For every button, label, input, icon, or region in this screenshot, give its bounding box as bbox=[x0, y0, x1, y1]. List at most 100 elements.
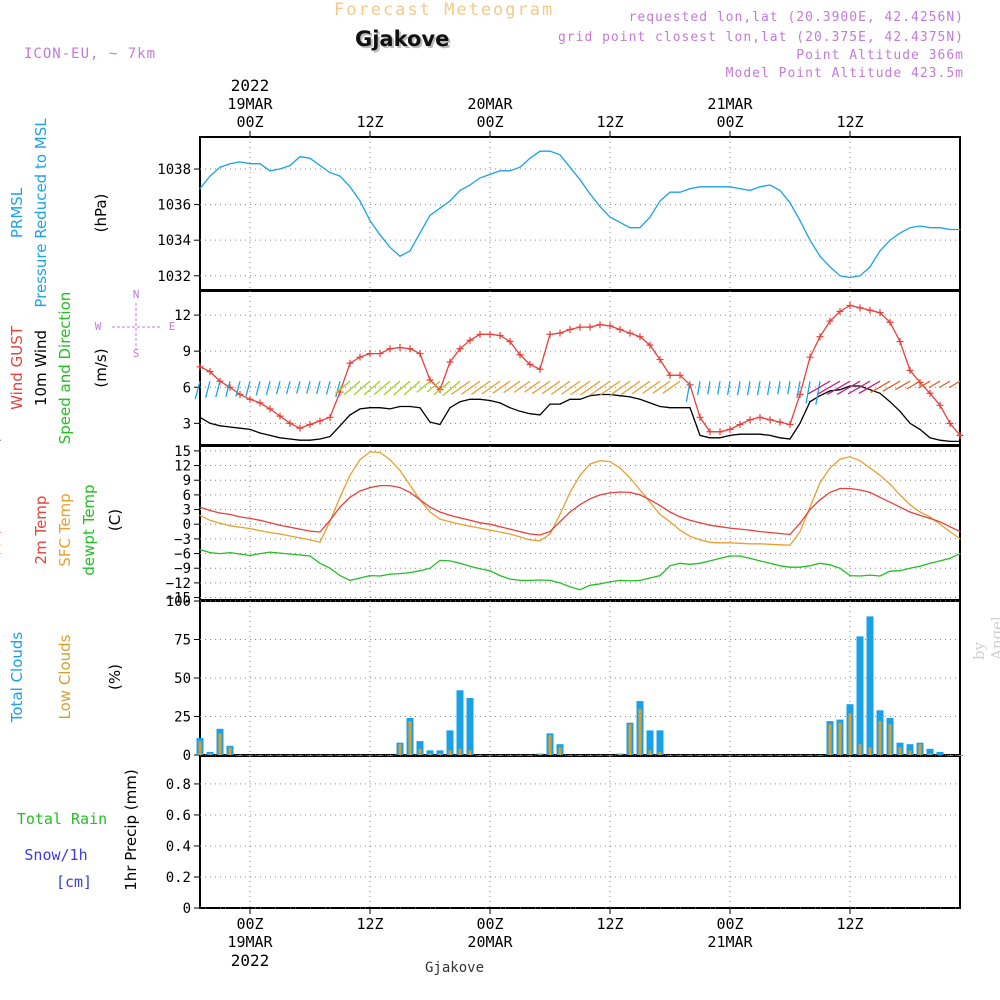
low-clouds-bar bbox=[468, 750, 472, 755]
dewpt-temp-point bbox=[219, 553, 221, 555]
low-clouds-bar bbox=[838, 722, 842, 755]
wind10m-point bbox=[539, 414, 541, 416]
temp-2m-point bbox=[239, 516, 241, 518]
low-clouds-bar bbox=[718, 755, 722, 756]
wind-direction-arrow bbox=[610, 380, 631, 396]
wind-gust-point bbox=[396, 344, 404, 352]
y-tick-label-clouds: 50 bbox=[174, 671, 191, 687]
wind-gust-point bbox=[906, 366, 914, 374]
low-clouds-bar bbox=[498, 755, 502, 756]
bottom-hour-label: 12Z bbox=[596, 915, 623, 933]
low-clouds-bar bbox=[508, 755, 512, 756]
wind-gust-point bbox=[866, 306, 874, 314]
pressure-line bbox=[199, 150, 960, 279]
temp-2m-point bbox=[559, 521, 561, 523]
wind10m-point bbox=[239, 427, 241, 429]
wind-direction-arrow bbox=[807, 380, 831, 395]
y-tick-label-temp: 3 bbox=[183, 503, 191, 519]
bottom-date-label: 20MAR bbox=[467, 933, 513, 951]
wind10m-point bbox=[259, 432, 261, 434]
wind10m-point bbox=[569, 398, 571, 400]
sfc-temp-point bbox=[239, 526, 241, 528]
wind10m-point bbox=[0, 439, 1, 441]
wind-direction-arrow bbox=[550, 380, 571, 395]
wind-gust-point bbox=[936, 401, 944, 409]
dewpt-temp-point bbox=[739, 555, 741, 557]
wind-direction-arrow bbox=[948, 380, 961, 389]
wind-direction-arrow bbox=[383, 380, 401, 396]
dewpt-temp-point bbox=[519, 579, 521, 582]
sfc-temp-point bbox=[249, 528, 251, 530]
wind10m-point bbox=[629, 396, 631, 398]
dewpt-temp-label: dewpt Temp bbox=[80, 484, 98, 575]
dewpt-temp-point bbox=[289, 553, 291, 555]
wind-direction-arrow bbox=[194, 381, 201, 400]
wind-direction-arrow bbox=[524, 380, 541, 393]
wind-direction-arrow bbox=[335, 381, 341, 398]
pressure-point bbox=[509, 170, 511, 172]
y-tick-label-clouds: 75 bbox=[174, 633, 191, 649]
total-clouds-bar bbox=[866, 616, 874, 755]
pressure-point bbox=[689, 188, 691, 190]
wind-direction-arrow bbox=[870, 380, 891, 393]
wind-gust-point bbox=[566, 326, 574, 333]
temp-2m-point bbox=[699, 522, 701, 524]
y-tick-label-temp: 0 bbox=[183, 517, 191, 533]
pressure-point bbox=[919, 225, 921, 227]
temp-2m-point bbox=[909, 511, 911, 513]
pressure-point bbox=[199, 188, 201, 190]
low-clouds-bar bbox=[288, 755, 292, 756]
temp-2m-point bbox=[569, 511, 571, 513]
low-clouds-bar bbox=[848, 713, 852, 755]
dewpt-temp-point bbox=[279, 552, 281, 554]
sfc-temp-point bbox=[539, 540, 541, 542]
total-rain-label: Total Rain bbox=[17, 810, 107, 828]
wind10m-point bbox=[939, 439, 941, 441]
wind-direction-arrow bbox=[766, 381, 771, 396]
dewpt-temp-point bbox=[419, 570, 421, 572]
precip-unit-label: 1hr Precip (mm) bbox=[122, 769, 140, 890]
dewpt-temp-point bbox=[819, 562, 821, 564]
pressure-point bbox=[559, 154, 561, 156]
pressure-point bbox=[459, 189, 461, 191]
bottom-hour-label: 00Z bbox=[476, 915, 503, 933]
wind-gust-point bbox=[676, 371, 684, 379]
total-clouds-bar bbox=[926, 748, 934, 755]
snow-label: Snow/1h bbox=[24, 846, 87, 864]
compass-s: S bbox=[133, 347, 140, 360]
y-tick-label-wind: 6 bbox=[183, 380, 191, 396]
temp-2m-point bbox=[829, 491, 831, 493]
wind10m-point bbox=[299, 439, 301, 441]
y-tick-label-temp: 6 bbox=[183, 488, 191, 504]
total-clouds-bar bbox=[656, 730, 664, 755]
low-clouds-bar bbox=[448, 750, 452, 755]
wind-gust-point bbox=[696, 413, 704, 421]
wind-gust-point bbox=[236, 390, 244, 398]
total-clouds-label: Total Clouds bbox=[8, 632, 26, 724]
pressure-point bbox=[299, 156, 301, 158]
total-clouds-bar bbox=[416, 741, 424, 755]
sfc-temp-point bbox=[919, 511, 921, 513]
low-clouds-bar bbox=[638, 708, 642, 755]
temp-2m-point bbox=[429, 506, 431, 508]
y-tick-label-wind: 9 bbox=[183, 344, 191, 360]
sfc-temp-point bbox=[449, 521, 451, 523]
wind-direction-arrow bbox=[481, 380, 501, 395]
wind10m-point bbox=[549, 403, 551, 405]
total-clouds-bar bbox=[646, 730, 654, 755]
wind-gust-point bbox=[586, 323, 594, 331]
pressure-point bbox=[219, 166, 221, 168]
low-clouds-bar bbox=[948, 755, 952, 756]
y-tick-label-precip: 0.8 bbox=[166, 777, 191, 793]
top-hour-label: 12Z bbox=[836, 113, 863, 131]
temp-2m-point bbox=[299, 528, 301, 530]
low-clouds-bar bbox=[238, 755, 242, 756]
sfc-temp-point bbox=[469, 525, 471, 527]
dewpt-temp-point bbox=[619, 579, 621, 582]
bottom-hour-label: 12Z bbox=[356, 915, 383, 933]
sfc-temp-point bbox=[709, 541, 711, 543]
top-hour-label: 12Z bbox=[356, 113, 383, 131]
y-tick-label-temp: −3 bbox=[174, 532, 191, 548]
temp-2m-point bbox=[509, 528, 511, 530]
model-label: ICON-EU, ~ 7km bbox=[24, 46, 157, 62]
